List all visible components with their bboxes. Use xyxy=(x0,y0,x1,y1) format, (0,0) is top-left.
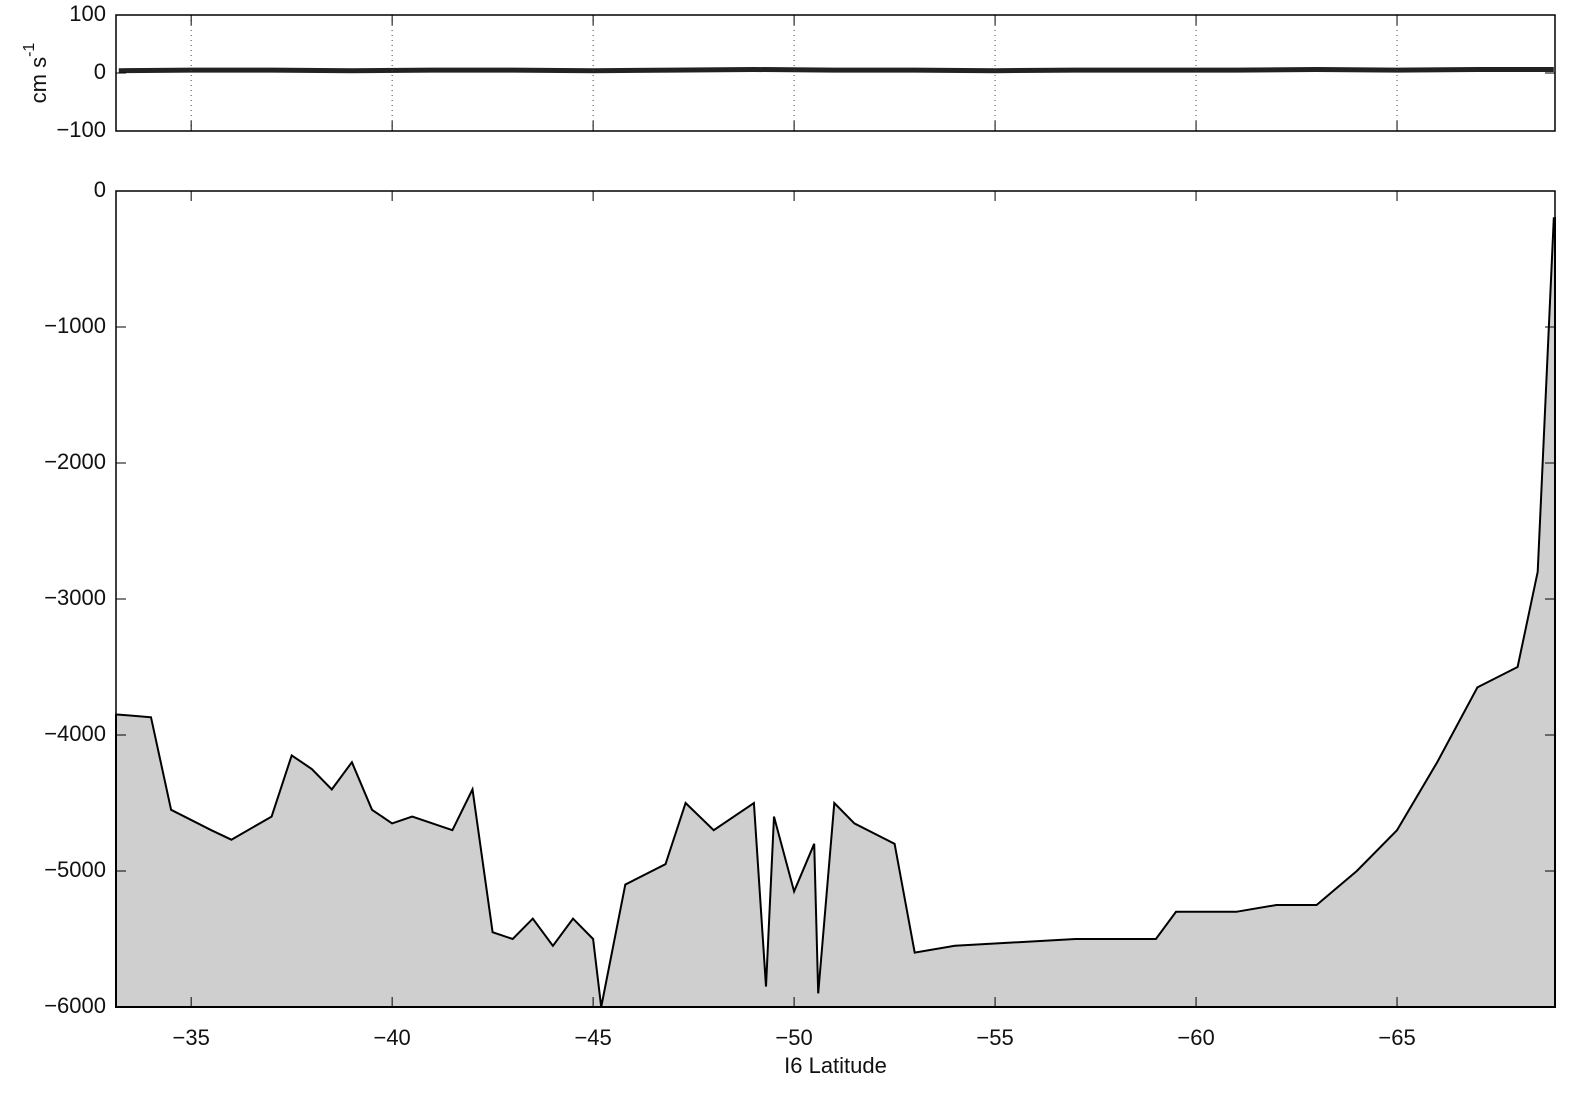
y-tick-label: 100 xyxy=(69,1,106,26)
x-tick-label: −45 xyxy=(574,1025,611,1050)
y-tick-label: 0 xyxy=(94,177,106,202)
plot-frame xyxy=(115,190,1556,1008)
y-tick-label: −6000 xyxy=(44,993,106,1018)
y-axis-label-exponent: -1 xyxy=(21,43,38,57)
x-tick-label: −60 xyxy=(1177,1025,1214,1050)
velocity-line xyxy=(118,66,1554,74)
x-tick-label: −65 xyxy=(1378,1025,1415,1050)
x-tick-label: −40 xyxy=(373,1025,410,1050)
x-axis-label: I6 Latitude xyxy=(784,1053,887,1078)
x-tick-label: −50 xyxy=(775,1025,812,1050)
y-tick-label: 0 xyxy=(94,59,106,84)
y-axis-label: cm s-1 xyxy=(21,43,51,104)
y-tick-label: −4000 xyxy=(44,721,106,746)
plot-frame xyxy=(115,14,1556,132)
x-tick-label: −55 xyxy=(976,1025,1013,1050)
y-axis-label-unit: cm s xyxy=(26,57,51,103)
y-tick-label: −2000 xyxy=(44,449,106,474)
x-tick-label: −35 xyxy=(173,1025,210,1050)
y-tick-label: −1000 xyxy=(44,313,106,338)
bottom-topography xyxy=(115,217,1556,1008)
y-tick-label: −5000 xyxy=(44,857,106,882)
y-tick-label: −100 xyxy=(56,117,106,142)
y-tick-label: −3000 xyxy=(44,585,106,610)
